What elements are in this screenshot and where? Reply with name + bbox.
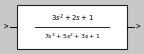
Bar: [17, 5, 127, 49]
Text: >: >: [3, 23, 8, 31]
Text: $7s^3 + 5s^2 + 3s + 1$: $7s^3 + 5s^2 + 3s + 1$: [44, 32, 100, 41]
Text: $3s^2 + 2s + 1$: $3s^2 + 2s + 1$: [51, 13, 93, 24]
Text: >: >: [136, 23, 141, 31]
